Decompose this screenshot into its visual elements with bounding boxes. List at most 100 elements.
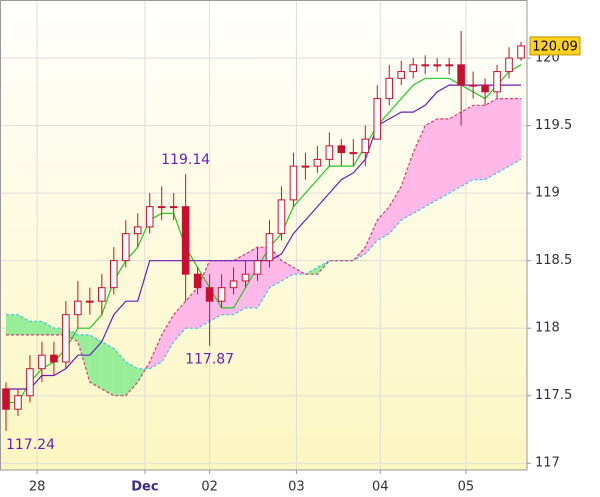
candle-body [2, 388, 10, 410]
y-tick-label: 119.5 [535, 118, 572, 133]
candle-body [205, 287, 214, 302]
candle-body [373, 98, 382, 140]
candle-body [337, 145, 346, 154]
last-price-box [529, 36, 581, 56]
price-annotation: 117.24 [6, 437, 55, 453]
candle-body [289, 165, 298, 201]
cloud-fill [473, 105, 486, 180]
candle-body [217, 287, 226, 302]
cloud-fill [209, 260, 222, 322]
x-tick-label: 02 [201, 480, 218, 495]
cloud-fill [401, 152, 414, 221]
last-price-label: 120.09 [532, 39, 578, 54]
candle-body [277, 199, 286, 235]
plot-background [0, 0, 527, 470]
candle-body [121, 233, 130, 262]
candle-body [517, 45, 525, 59]
candle-body [181, 206, 190, 275]
candle-body [133, 226, 142, 235]
cloud-fill [173, 301, 186, 342]
cloud-fill [437, 118, 450, 200]
candle-body [409, 64, 418, 73]
candle-body [469, 84, 477, 87]
cloud-fill [365, 220, 378, 254]
cloud-fill [425, 118, 438, 207]
candle-body [74, 300, 82, 316]
candle-body [433, 64, 441, 67]
candle-body [385, 77, 394, 100]
x-tick-label: 04 [372, 480, 389, 495]
cloud-fill [125, 361, 138, 396]
candle-body [325, 145, 334, 160]
cloud-fill [149, 334, 162, 369]
candle-body [421, 64, 429, 67]
candle-body [493, 71, 501, 93]
candle-body [38, 354, 46, 370]
cloud [5, 98, 522, 397]
cloud-fill [233, 253, 246, 315]
grid [0, 0, 531, 474]
candle-body [505, 57, 513, 73]
candle-body [457, 64, 465, 86]
candle-body [50, 354, 58, 363]
candle-body [301, 165, 310, 168]
candle-body [481, 84, 489, 93]
candle-body [14, 395, 22, 410]
candle-body [62, 314, 70, 363]
x-tick-label: 03 [288, 480, 305, 495]
candle-body [253, 260, 262, 275]
candle-body [98, 287, 106, 302]
cloud-fill [353, 247, 366, 261]
candle-body [397, 71, 406, 79]
cloud-fill [89, 334, 102, 389]
y-tick-label: 118.5 [535, 253, 572, 268]
cloud-fill [29, 321, 42, 335]
plot-border [0, 0, 528, 471]
candle-body [265, 233, 274, 262]
cloud-fill [509, 98, 522, 167]
y-tick-label: 117 [535, 456, 560, 471]
candles [2, 31, 525, 431]
cloud-fill [113, 348, 126, 396]
candle-body [169, 206, 178, 209]
candle-body [229, 280, 238, 289]
price-annotation: 119.14 [161, 152, 210, 168]
x-tick-label: Dec [131, 480, 158, 495]
cloud-fill [5, 314, 18, 335]
candle-body [193, 273, 202, 289]
price-annotation: 117.87 [185, 352, 234, 368]
cloud-fill [449, 112, 462, 194]
candle-body [26, 368, 34, 397]
indicator-line [6, 64, 522, 404]
cloud-fill [389, 186, 402, 234]
cloud-fill [497, 98, 510, 173]
indicator-line [6, 84, 521, 390]
candle-body [157, 206, 166, 209]
cloud-fill [77, 334, 90, 383]
candle-body [145, 206, 154, 228]
x-tick-label: 05 [458, 480, 475, 495]
cloud-fill [161, 314, 174, 362]
candle-body [241, 273, 250, 282]
cloud-fill [101, 341, 114, 396]
candle-body [109, 260, 118, 289]
candle-body [445, 64, 453, 67]
lines [6, 64, 522, 404]
candle-body [86, 300, 94, 303]
cloud-span-line [6, 158, 522, 370]
cloud-fill [485, 98, 498, 180]
candle-body [313, 158, 322, 167]
cloud-fill [377, 206, 390, 241]
cloud-fill [461, 105, 474, 187]
candle-body [349, 152, 358, 155]
y-tick-label: 118 [535, 321, 560, 336]
cloud-fill [41, 321, 54, 335]
cloud-fill [413, 125, 426, 214]
candle-body [361, 138, 370, 154]
y-tick-label: 119 [535, 186, 560, 201]
cloud-fill [197, 260, 210, 329]
y-tick-label: 117.5 [535, 388, 572, 403]
x-tick-label: 28 [29, 480, 46, 495]
